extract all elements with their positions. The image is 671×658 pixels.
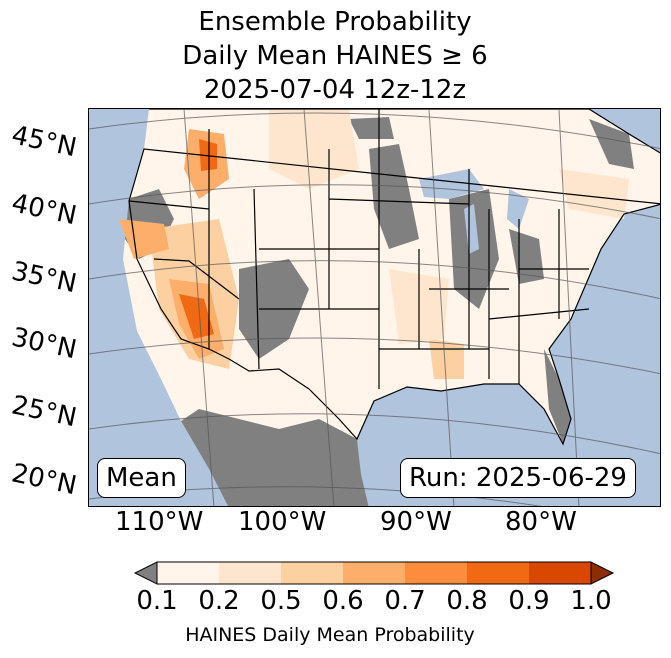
state-borders: [128, 109, 660, 446]
colorbar-segment: [157, 562, 219, 584]
colorbar-segment: [529, 562, 591, 584]
lat-label-45: 45°N: [8, 120, 80, 164]
lat-label-20: 20°N: [8, 458, 80, 502]
lake-areas: [419, 169, 529, 254]
colorbar-tick: 0.9: [508, 586, 550, 616]
colorbar-tick: 0.8: [446, 586, 488, 616]
map-canvas: [89, 109, 660, 506]
colorbar-over-extension: [590, 561, 615, 585]
colorbar: [133, 561, 615, 585]
colorbar-label: HAINES Daily Mean Probability: [185, 624, 475, 646]
mean-label-box: Mean: [97, 458, 186, 498]
lat-label-35: 35°N: [8, 256, 80, 300]
lat-label-40: 40°N: [8, 188, 80, 232]
title-line-3: 2025-07-04 12z-12z: [203, 75, 467, 105]
colorbar-segment: [219, 562, 281, 584]
lon-label-80w: 80°W: [505, 507, 577, 537]
colorbar-tick: 0.2: [198, 586, 240, 616]
colorbar-tick: 0.6: [322, 586, 364, 616]
lon-label-100w: 100°W: [238, 507, 327, 537]
colorbar-outline: [156, 561, 592, 585]
lat-label-30: 30°N: [8, 322, 80, 366]
lon-label-110w: 110°W: [115, 507, 204, 537]
colorbar-tick: 0.5: [260, 586, 302, 616]
title-line-1: Ensemble Probability: [198, 7, 472, 37]
lat-label-25: 25°N: [8, 390, 80, 434]
colorbar-tick: 0.7: [384, 586, 426, 616]
run-label-box: Run: 2025-06-29: [400, 458, 636, 498]
lon-label-90w: 90°W: [380, 507, 452, 537]
probability-below-min-areas: [125, 117, 634, 506]
colorbar-segment: [343, 562, 405, 584]
map-panel: [88, 108, 661, 507]
colorbar-segment: [281, 562, 343, 584]
colorbar-under-extension: [133, 561, 158, 585]
colorbar-segment: [467, 562, 529, 584]
colorbar-tick: 1.0: [570, 586, 612, 616]
colorbar-segment: [405, 562, 467, 584]
title-line-2: Daily Mean HAINES ≥ 6: [182, 41, 488, 71]
colorbar-tick: 0.1: [136, 586, 178, 616]
